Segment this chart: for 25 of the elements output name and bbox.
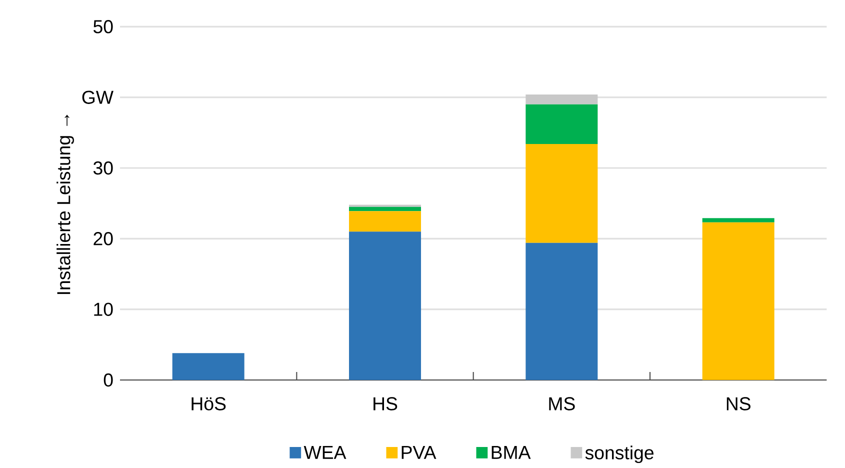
legend-label: WEA — [304, 446, 346, 459]
x-tick-label: NS — [726, 397, 750, 410]
bar — [702, 222, 774, 380]
y-tick-label: 50 — [94, 20, 113, 34]
y-tick-label: 10 — [94, 302, 113, 316]
bar — [526, 242, 598, 380]
y-tick-label: 20 — [94, 232, 113, 246]
legend-label: BMA — [492, 446, 531, 459]
bar — [526, 94, 598, 104]
bar — [526, 144, 598, 243]
y-tick-label: 0 — [104, 373, 113, 387]
y-tick-label: GW — [82, 90, 114, 104]
bar — [702, 218, 774, 222]
bar — [349, 232, 422, 380]
bar — [172, 353, 244, 380]
bar — [526, 104, 598, 144]
x-tick-label: HöS — [192, 397, 226, 410]
y-axis-title: Installierte Leistung → — [56, 114, 74, 294]
legend-label: PVA — [402, 446, 436, 459]
bar — [349, 211, 422, 232]
y-tick-label: 30 — [93, 161, 113, 175]
bar — [349, 206, 422, 212]
x-tick-label: MS — [549, 397, 575, 410]
x-tick-label: HS — [374, 397, 398, 410]
legend-label: sonstige — [585, 446, 654, 464]
